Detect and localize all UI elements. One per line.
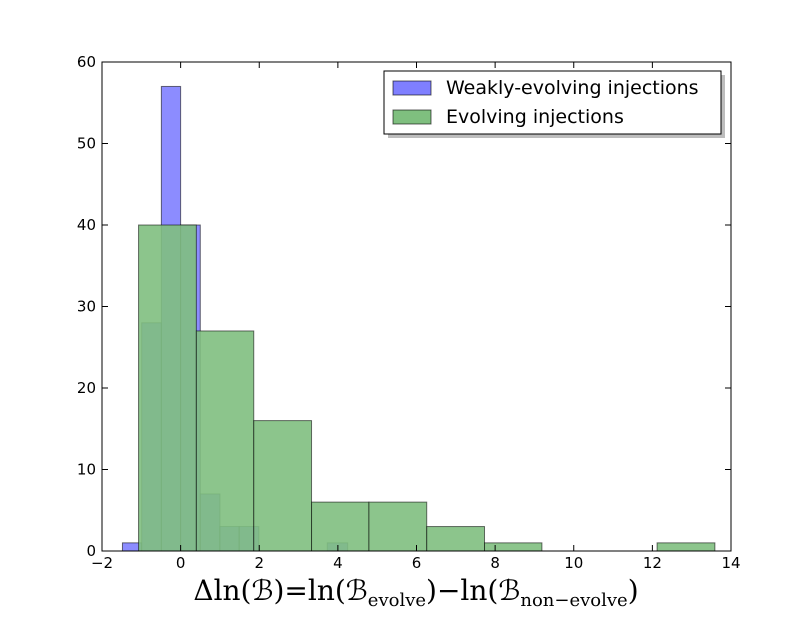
x-axis-label-sub-1: evolve — [368, 590, 426, 611]
bars-layer — [121, 85, 716, 552]
legend-swatch — [392, 109, 432, 125]
x-axis-label-part-2: )−ln(ℬ — [426, 574, 520, 607]
legend-label: Weakly-evolving injections — [446, 77, 699, 99]
evolving-bar-1 — [195, 330, 255, 552]
x-axis-label-sub-2: non−evolve — [520, 590, 627, 611]
x-tick-label: 12 — [643, 554, 662, 572]
x-tick-label: 2 — [254, 554, 264, 572]
legend-label: Evolving injections — [446, 106, 624, 128]
evolving-bar-9 — [656, 542, 716, 552]
y-tick-label: 30 — [77, 298, 96, 316]
y-tick-label: 0 — [86, 542, 96, 560]
evolving-bar-3 — [311, 501, 370, 552]
evolving-bar-4 — [368, 501, 428, 552]
x-tick-label: 14 — [721, 554, 740, 572]
y-tick-label: 40 — [77, 216, 96, 234]
x-tick-label: 8 — [490, 554, 500, 572]
y-tick-label: 20 — [77, 379, 96, 397]
x-axis-label: Δln(ℬ)=ln(ℬevolve)−ln(ℬnon−evolve) — [193, 574, 638, 611]
y-tick-label: 50 — [77, 135, 96, 153]
legend-box — [383, 70, 722, 135]
evolving-bar-5 — [426, 526, 486, 552]
evolving-bar-2 — [253, 420, 313, 552]
x-tick-label: −2 — [91, 554, 113, 572]
x-tick-label: 4 — [333, 554, 343, 572]
evolving-bar-6 — [484, 542, 543, 552]
y-tick-label: 60 — [77, 53, 96, 71]
x-tick-label: 10 — [564, 554, 583, 572]
y-tick-label: 10 — [77, 461, 96, 479]
legend-swatch — [392, 80, 432, 96]
x-tick-label: 0 — [176, 554, 186, 572]
legend: Weakly-evolving injections Evolving injec… — [383, 70, 725, 138]
evolving-bar-0 — [138, 224, 197, 552]
x-tick-label: 6 — [412, 554, 422, 572]
x-axis-label-part-1: Δln(ℬ)=ln(ℬ — [193, 574, 367, 607]
x-axis-label-part-3: ) — [628, 574, 639, 607]
